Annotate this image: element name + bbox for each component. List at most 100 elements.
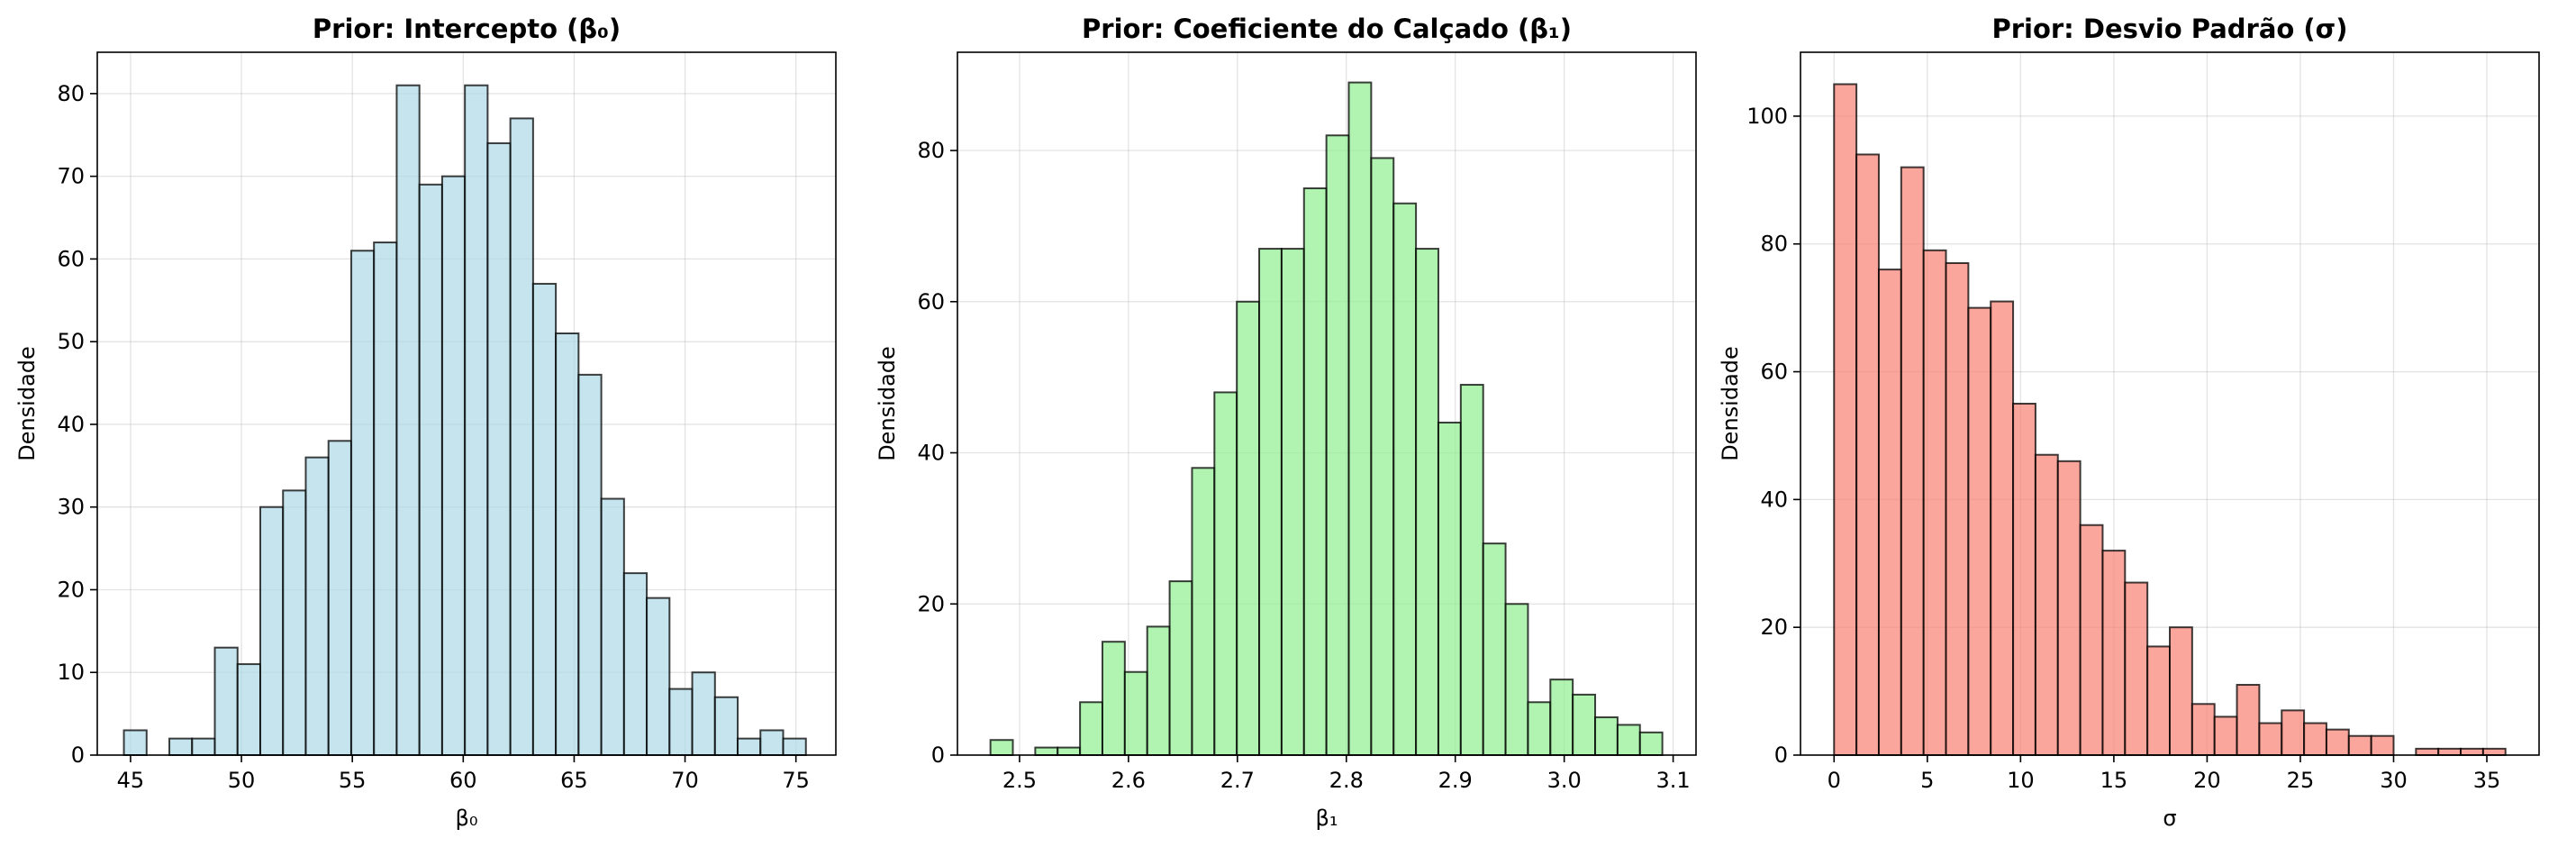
histogram-bar xyxy=(486,141,512,757)
histogram-bar xyxy=(1123,670,1148,757)
y-tick-label: 60 xyxy=(1760,360,1788,385)
y-tick-label: 20 xyxy=(917,591,945,616)
histogram-bar xyxy=(1347,81,1373,756)
y-tick-label: 0 xyxy=(931,742,945,768)
histogram-bar xyxy=(418,183,443,756)
x-tick-label: 2.6 xyxy=(1111,768,1146,793)
histogram-bar xyxy=(213,646,239,756)
histogram-bar xyxy=(191,737,216,756)
histogram-bar xyxy=(1079,701,1103,757)
histogram-bar xyxy=(1034,746,1059,757)
histogram-bar xyxy=(2012,403,2036,756)
histogram-bar xyxy=(509,117,534,757)
histogram-bar xyxy=(1638,731,1664,756)
y-tick-label: 70 xyxy=(57,164,85,189)
x-tick-label: 2.5 xyxy=(1002,768,1037,793)
histogram-bar xyxy=(440,175,467,757)
histogram-bar xyxy=(1191,467,1216,757)
histogram-bar xyxy=(1280,248,1305,756)
plot-frame xyxy=(96,51,837,756)
x-tick-label: 2.8 xyxy=(1329,768,1364,793)
x-tick-label: 65 xyxy=(560,768,588,793)
histogram-bar xyxy=(2056,460,2082,756)
histogram-bar xyxy=(2258,722,2283,757)
histogram-bar xyxy=(2303,722,2327,757)
y-tick-label: 80 xyxy=(1760,232,1788,257)
plot-frame xyxy=(957,51,1697,756)
histogram-bar xyxy=(1504,603,1529,756)
histogram-bar xyxy=(1415,248,1439,756)
chart-title: Prior: Desvio Padrão (σ) xyxy=(1991,14,2347,44)
histogram-bar xyxy=(349,250,376,756)
histogram-bar xyxy=(646,597,671,756)
histogram-bar xyxy=(555,332,580,756)
y-tick-label: 20 xyxy=(1760,615,1788,640)
histogram-bar xyxy=(2146,645,2172,756)
y-tick-label: 0 xyxy=(71,742,85,768)
y-tick-label: 80 xyxy=(57,81,85,106)
histogram-bar xyxy=(259,505,285,756)
x-tick-label: 75 xyxy=(782,768,810,793)
histogram-bar xyxy=(531,282,558,756)
chart-title: Prior: Coeficiente do Calçado (β₁) xyxy=(1082,14,1572,44)
histogram-bar xyxy=(2481,747,2507,757)
histogram-bar xyxy=(1482,542,1507,757)
histogram-bar xyxy=(1236,300,1261,756)
x-axis-label: β₁ xyxy=(1316,806,1338,831)
histogram-bar xyxy=(2213,715,2238,756)
histogram-bar xyxy=(1302,187,1328,757)
x-tick-label: 25 xyxy=(2287,768,2315,793)
histogram-bar xyxy=(1572,693,1597,756)
histogram-bar xyxy=(1967,306,1992,756)
x-tick-label: 60 xyxy=(449,768,477,793)
y-axis-label: Densidade xyxy=(14,346,40,461)
histogram-bar xyxy=(304,456,330,756)
y-axis-label: Densidade xyxy=(875,346,900,461)
histogram-bar xyxy=(1437,421,1462,756)
histogram-bar xyxy=(1527,701,1552,757)
histogram-bar xyxy=(2415,747,2440,757)
x-tick-label: 3.0 xyxy=(1547,768,1582,793)
x-tick-label: 5 xyxy=(1920,768,1934,793)
histogram-bar xyxy=(577,373,603,756)
x-tick-label: 35 xyxy=(2473,768,2501,793)
x-tick-label: 2.7 xyxy=(1220,768,1255,793)
histogram-bar xyxy=(737,737,762,756)
histogram-bar xyxy=(989,739,1014,757)
y-tick-label: 60 xyxy=(917,289,945,314)
x-axis-label: σ xyxy=(2163,806,2176,831)
histogram-bar xyxy=(2325,728,2350,756)
y-tick-label: 40 xyxy=(1760,487,1788,512)
y-tick-label: 100 xyxy=(1746,104,1788,129)
y-tick-label: 50 xyxy=(57,329,85,354)
histogram-bar xyxy=(1392,202,1418,756)
subplot-shoe-coefficient: 2.5 2.6 2.7 2.8 2.9 3.0 3.1 0 20 40 60 80 Prior: Co… xyxy=(875,14,1697,831)
y-tick-label: 40 xyxy=(917,441,945,466)
x-tick-label: 55 xyxy=(339,768,367,793)
histogram-bar xyxy=(1900,166,1925,757)
histogram-bar xyxy=(1101,641,1126,756)
y-tick-label: 80 xyxy=(917,138,945,163)
plot-frame xyxy=(1800,51,2540,756)
histogram-bar xyxy=(2370,734,2395,757)
histogram-bar xyxy=(622,572,649,757)
histogram-bar xyxy=(1459,384,1484,756)
histogram-bar xyxy=(1990,300,2015,756)
histogram-bar xyxy=(2169,626,2193,756)
histogram-bar xyxy=(2347,734,2372,757)
histogram-bar xyxy=(1168,580,1193,757)
histogram-bar xyxy=(122,729,148,756)
histogram-bar xyxy=(668,688,694,757)
histogram-bar xyxy=(2236,684,2261,756)
histogram-bar xyxy=(1213,391,1238,756)
x-tick-label: 30 xyxy=(2380,768,2408,793)
y-tick-label: 0 xyxy=(1774,742,1788,768)
histogram-bar xyxy=(2191,703,2216,756)
x-tick-label: 15 xyxy=(2100,768,2128,793)
histogram-bar xyxy=(713,696,739,756)
histogram-bar xyxy=(2101,550,2127,756)
histogram-bar xyxy=(1594,716,1619,756)
x-tick-label: 10 xyxy=(2007,768,2035,793)
subplot-intercept: 45 50 55 60 65 70 75 0 10 20 30 40 50 60 70 80 Prior: I… xyxy=(14,14,837,831)
